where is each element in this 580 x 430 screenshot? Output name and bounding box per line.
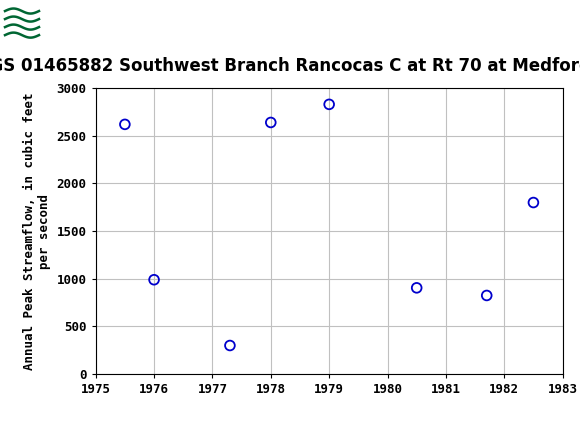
- Point: [412, 284, 421, 291]
- Point: [225, 342, 234, 349]
- Point: [482, 292, 491, 299]
- Point: [324, 101, 334, 108]
- Point: [266, 119, 276, 126]
- Bar: [3, 3, 41, 42]
- Text: USGS: USGS: [48, 11, 121, 35]
- Point: [529, 199, 538, 206]
- Point: [150, 276, 159, 283]
- Point: [120, 121, 129, 128]
- Text: USGS 01465882 Southwest Branch Rancocas C at Rt 70 at Medford NJ: USGS 01465882 Southwest Branch Rancocas …: [0, 58, 580, 75]
- Y-axis label: Annual Peak Streamflow, in cubic feet
per second: Annual Peak Streamflow, in cubic feet pe…: [23, 92, 51, 370]
